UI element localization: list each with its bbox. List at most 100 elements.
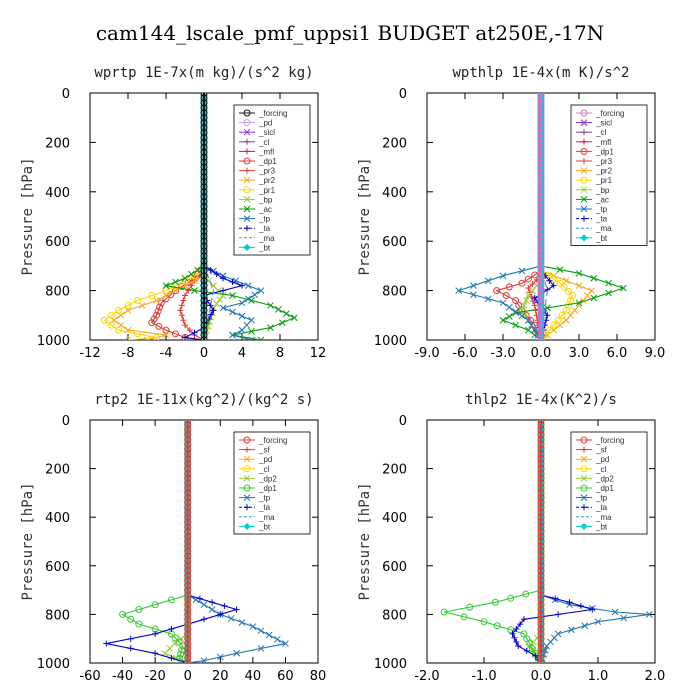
data-point bbox=[184, 469, 192, 477]
data-point bbox=[537, 465, 545, 473]
data-point bbox=[537, 469, 545, 477]
data-point bbox=[571, 307, 579, 314]
data-point bbox=[135, 620, 143, 628]
data-point bbox=[546, 277, 553, 284]
data-point bbox=[537, 217, 545, 225]
x-tick-label: 6.0 bbox=[607, 346, 628, 361]
legend-label: _sicl bbox=[258, 128, 275, 137]
series-pr1 bbox=[100, 93, 208, 340]
data-point bbox=[153, 311, 160, 319]
data-point bbox=[257, 627, 265, 635]
series-forcing bbox=[200, 93, 208, 340]
data-point bbox=[537, 296, 545, 304]
legend-entry: _bp bbox=[576, 186, 610, 195]
data-point bbox=[537, 99, 545, 107]
data-point bbox=[200, 109, 208, 117]
legend-entry: _ta bbox=[576, 503, 608, 512]
legend-marker bbox=[580, 186, 588, 194]
legend-entry: _pd bbox=[239, 119, 272, 128]
data-point bbox=[537, 489, 545, 497]
data-point bbox=[184, 630, 192, 638]
legend-marker bbox=[243, 157, 251, 165]
data-point bbox=[200, 114, 208, 122]
data-point bbox=[119, 610, 127, 618]
data-point bbox=[555, 611, 562, 618]
data-point bbox=[537, 237, 545, 245]
data-point bbox=[200, 138, 208, 146]
data-point bbox=[153, 334, 160, 340]
data-point bbox=[200, 213, 208, 220]
data-point bbox=[537, 119, 545, 127]
data-point bbox=[200, 148, 208, 156]
data-point bbox=[537, 508, 545, 516]
data-point bbox=[275, 306, 282, 313]
data-point bbox=[518, 312, 526, 320]
legend-entry: _pd bbox=[576, 455, 609, 464]
data-point bbox=[184, 542, 192, 550]
y-tick-label: 0 bbox=[399, 87, 407, 102]
series-line bbox=[121, 420, 189, 663]
data-point bbox=[515, 301, 523, 309]
data-point bbox=[200, 267, 208, 275]
data-point bbox=[184, 640, 192, 648]
x-tick-label: 0 bbox=[184, 669, 192, 684]
y-tick-label: 600 bbox=[382, 560, 407, 575]
data-point bbox=[229, 308, 236, 316]
data-point bbox=[537, 494, 545, 502]
data-point bbox=[182, 292, 188, 299]
data-point bbox=[518, 279, 526, 287]
data-point bbox=[227, 615, 235, 622]
legend-entry: _ac bbox=[239, 205, 272, 214]
data-point bbox=[152, 630, 159, 637]
x-tick-label: -20 bbox=[145, 669, 166, 684]
data-point bbox=[537, 158, 545, 166]
data-point bbox=[200, 153, 208, 161]
data-point bbox=[455, 287, 463, 294]
data-point bbox=[537, 109, 545, 117]
data-point bbox=[522, 590, 530, 598]
data-point bbox=[184, 489, 192, 497]
data-point bbox=[493, 287, 501, 295]
series-line bbox=[103, 93, 205, 340]
data-point bbox=[279, 319, 286, 327]
data-point bbox=[537, 421, 545, 429]
legend: _forcing_sf_pd_cl_dp2_dp1_tp_ta_ma_bt bbox=[570, 431, 648, 535]
data-point bbox=[265, 631, 273, 639]
data-point bbox=[184, 586, 192, 594]
data-point bbox=[512, 321, 520, 329]
data-point bbox=[184, 596, 192, 604]
data-point bbox=[150, 315, 158, 323]
data-point bbox=[184, 562, 192, 570]
x-tick-label: 20 bbox=[212, 669, 229, 684]
data-point bbox=[537, 420, 545, 424]
x-tick-label: 3.0 bbox=[569, 346, 590, 361]
legend-label: _tp bbox=[258, 494, 271, 503]
legend-marker bbox=[243, 475, 251, 482]
data-point bbox=[184, 494, 192, 502]
data-point bbox=[590, 294, 598, 302]
x-tick-label: -60 bbox=[79, 669, 100, 684]
data-point bbox=[537, 326, 545, 334]
data-point bbox=[200, 287, 208, 295]
x-tick-label: 1.0 bbox=[588, 669, 609, 684]
data-point bbox=[184, 420, 192, 424]
data-point bbox=[200, 601, 208, 609]
legend-entry: _sf bbox=[576, 446, 607, 455]
data-point bbox=[184, 606, 192, 614]
y-tick-label: 0 bbox=[62, 414, 70, 429]
data-point bbox=[200, 321, 208, 329]
legend-entry: _dp1 bbox=[576, 147, 614, 156]
legend-entry: _forcing bbox=[239, 109, 287, 118]
legend-label: _dp1 bbox=[595, 484, 614, 493]
x-tick-label: 0 bbox=[200, 346, 208, 361]
legend-marker bbox=[243, 436, 251, 444]
data-point bbox=[238, 326, 246, 334]
data-point bbox=[537, 143, 545, 151]
legend-marker bbox=[243, 205, 251, 213]
legend: _forcing_sicl_cl_mfl_dp1_pr3_pr2_pr1_bp_… bbox=[570, 104, 648, 246]
data-point bbox=[200, 657, 208, 663]
data-point bbox=[544, 312, 551, 319]
data-point bbox=[200, 336, 208, 340]
plot-area bbox=[103, 420, 289, 663]
data-point bbox=[507, 594, 515, 602]
